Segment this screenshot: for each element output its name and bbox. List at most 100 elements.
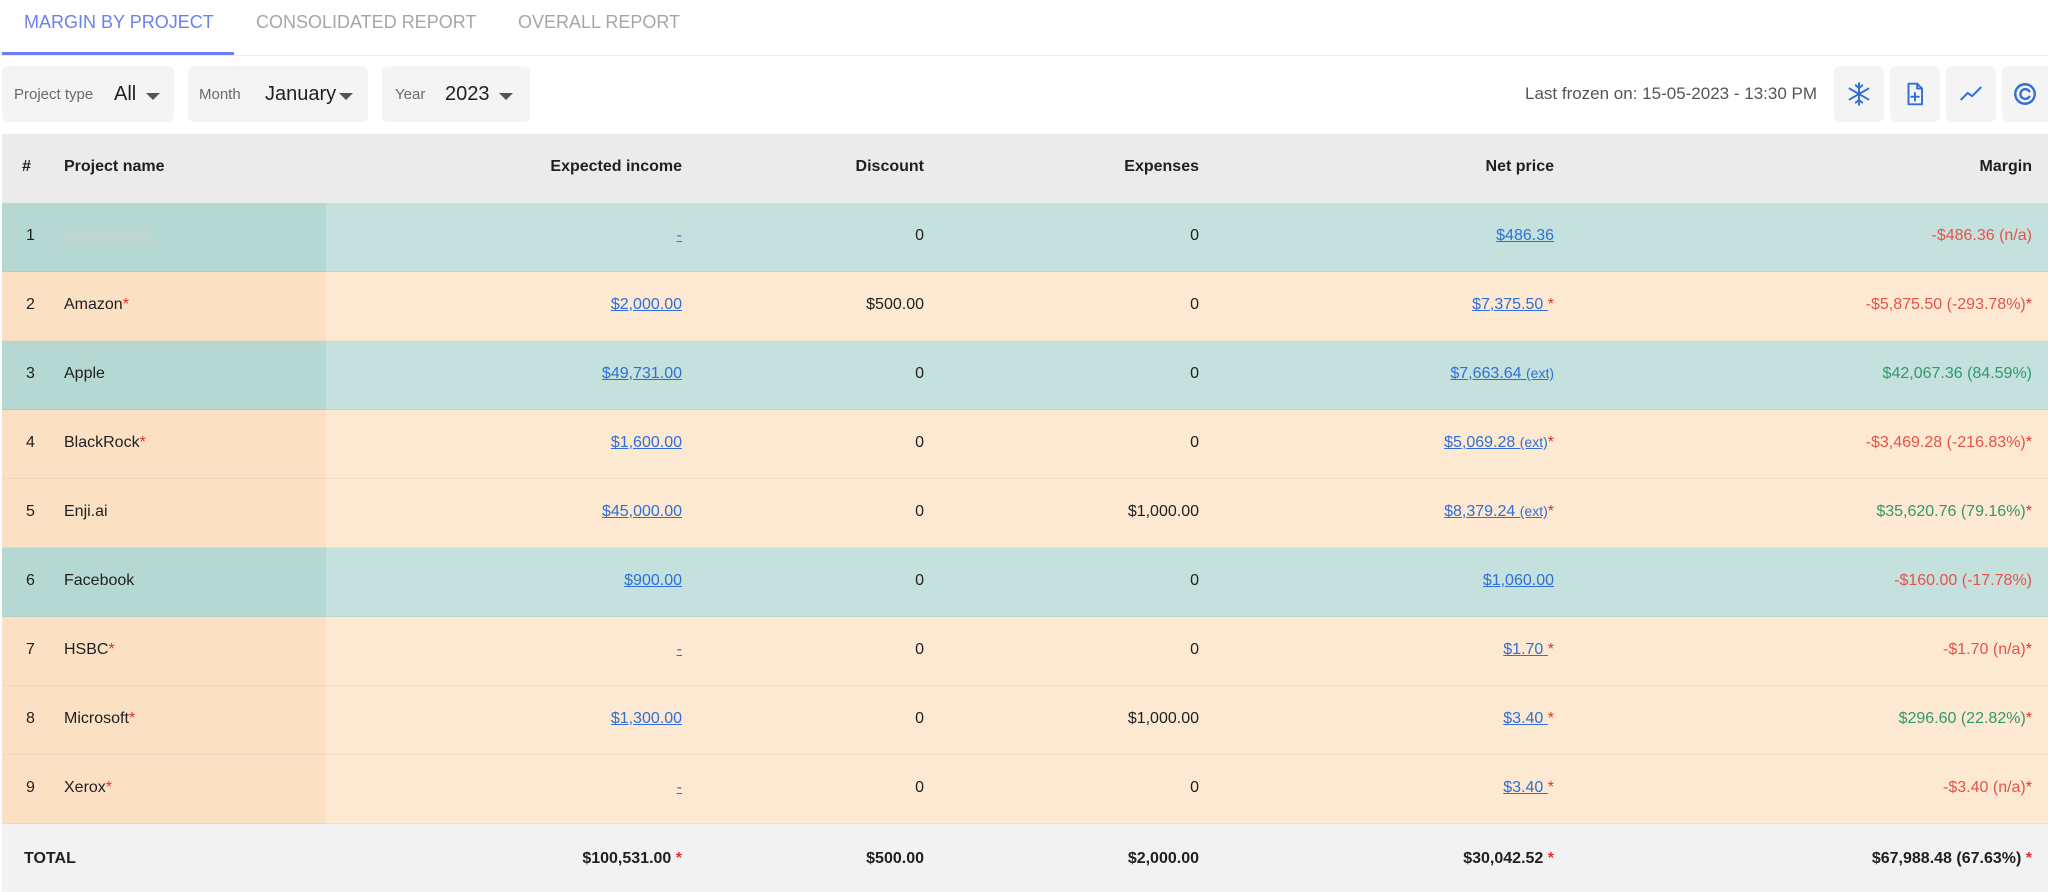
project-name-cell[interactable]: Enji.ai <box>64 503 108 520</box>
table-row[interactable]: 7 HSBC* - 0 0 $1.70 * -$1.70 (n/a)* <box>2 617 2048 686</box>
margin-cell: $35,620.76 (79.16%)* <box>1876 503 2032 520</box>
expenses-cell: 0 <box>1190 434 1199 451</box>
net-price-link[interactable]: $486.36 <box>1496 227 1554 244</box>
table-row[interactable]: 9 Xerox* - 0 0 $3.40 * -$3.40 (n/a)* <box>2 755 2048 824</box>
project-name-cell[interactable]: Apple <box>64 365 105 382</box>
expenses-cell: 0 <box>1190 572 1199 589</box>
row-index-cell: 2 <box>26 296 35 313</box>
chevron-down-icon <box>339 93 353 100</box>
project-name-cell[interactable]: Facebook <box>64 572 135 589</box>
total-discount: $500.00 <box>866 850 924 867</box>
margin-cell: -$1.70 (n/a)* <box>1943 641 2032 658</box>
file-add-icon <box>1907 82 1924 106</box>
row-name-shade <box>2 548 326 617</box>
table-total-row: TOTAL $100,531.00 * $500.00 $2,000.00 $3… <box>2 824 2048 892</box>
table-row[interactable]: 3 Apple $49,731.00 0 0 $7,663.64 (ext) $… <box>2 341 2048 410</box>
column-header-net-price[interactable]: Net price <box>1485 158 1554 175</box>
net-price-link[interactable]: $7,663.64 (ext) <box>1450 365 1554 382</box>
freeze-button[interactable] <box>1834 66 1884 122</box>
year-select[interactable]: Year 2023 <box>382 66 530 122</box>
table-row[interactable]: 5 Enji.ai $45,000.00 0 $1,000.00 $8,379.… <box>2 479 2048 548</box>
discount-cell: $500.00 <box>866 296 924 313</box>
chevron-down-icon <box>499 93 513 100</box>
discount-cell: 0 <box>915 434 924 451</box>
table-row[interactable]: 4 BlackRock* $1,600.00 0 0 $5,069.28 (ex… <box>2 410 2048 479</box>
expected-income-link[interactable]: $45,000.00 <box>601 503 682 520</box>
chart-button[interactable] <box>1946 66 1996 122</box>
expected-income-link[interactable]: - <box>676 779 682 796</box>
expected-income-link[interactable]: $49,731.00 <box>601 365 682 382</box>
table-row[interactable]: 1 - 0 0 $486.36 -$486.36 (n/a) <box>2 203 2048 272</box>
project-name-cell[interactable]: HSBC* <box>64 641 115 658</box>
refresh-button[interactable] <box>2002 66 2048 122</box>
net-price-cell: $5,069.28 (ext)* <box>1444 434 1554 451</box>
row-index-cell: 1 <box>26 227 35 244</box>
project-type-label: Project type <box>14 86 94 103</box>
tab-consolidated-report[interactable]: CONSOLIDATED REPORT <box>256 12 477 32</box>
discount-cell: 0 <box>915 365 924 382</box>
project-name-cell[interactable]: Microsoft* <box>64 710 136 727</box>
table-row[interactable]: 6 Facebook $900.00 0 0 $1,060.00 -$160.0… <box>2 548 2048 617</box>
project-type-select[interactable]: Project type All <box>2 66 174 122</box>
table-row[interactable]: 8 Microsoft* $1,300.00 0 $1,000.00 $3.40… <box>2 686 2048 755</box>
column-header-expected-income[interactable]: Expected income <box>550 158 682 175</box>
expenses-cell: $1,000.00 <box>1127 710 1199 727</box>
row-index-cell: 5 <box>26 503 35 520</box>
expected-income-link[interactable]: - <box>676 641 682 658</box>
export-button[interactable] <box>1890 66 1940 122</box>
row-name-shade <box>2 410 326 479</box>
row-divider <box>2 685 2048 686</box>
discount-cell: 0 <box>915 710 924 727</box>
net-price-link[interactable]: $5,069.28 (ext) <box>1444 434 1548 451</box>
project-name-cell[interactable]: Xerox* <box>64 779 113 796</box>
column-header-discount[interactable]: Discount <box>855 158 924 175</box>
discount-cell: 0 <box>915 779 924 796</box>
margin-cell: -$486.36 (n/a) <box>1931 227 2032 244</box>
net-price-link[interactable]: $3.40 <box>1503 779 1544 796</box>
expenses-cell: $1,000.00 <box>1127 503 1199 520</box>
tab-overall-report[interactable]: OVERALL REPORT <box>518 12 681 32</box>
net-price-cell: $486.36 <box>1496 227 1554 245</box>
row-divider <box>2 271 2048 272</box>
column-header-margin[interactable]: Margin <box>1979 158 2032 175</box>
net-price-cell: $8,379.24 (ext)* <box>1444 503 1554 520</box>
net-price-link[interactable]: $1,060.00 <box>1482 572 1554 589</box>
net-price-cell: $7,663.64 (ext) <box>1450 365 1554 383</box>
month-select[interactable]: Month January <box>188 66 368 122</box>
report-tabs: MARGIN BY PROJECT CONSOLIDATED REPORT OV… <box>0 0 2048 56</box>
expected-income-link[interactable]: - <box>676 227 682 244</box>
net-price-link[interactable]: $1.70 <box>1503 641 1544 658</box>
expected-income-link[interactable]: $900.00 <box>624 572 682 589</box>
tab-margin-by-project[interactable]: MARGIN BY PROJECT <box>24 12 214 32</box>
row-divider <box>2 754 2048 755</box>
trend-chart-icon <box>1960 86 1982 101</box>
net-price-cell: $7,375.50 * <box>1472 296 1554 313</box>
row-index-cell: 7 <box>26 641 35 658</box>
net-price-link[interactable]: $3.40 <box>1503 710 1544 727</box>
column-header-index: # <box>22 158 31 175</box>
project-name-cell[interactable]: BlackRock* <box>64 434 146 451</box>
net-price-link[interactable]: $8,379.24 (ext) <box>1444 503 1548 520</box>
row-name-shade <box>2 203 326 272</box>
margin-cell: -$3.40 (n/a)* <box>1943 779 2032 796</box>
row-divider <box>2 478 2048 479</box>
row-divider <box>2 547 2048 548</box>
expected-income-link[interactable]: $1,600.00 <box>610 434 682 451</box>
year-value: 2023 <box>445 83 490 105</box>
total-margin: $67,988.48 (67.63%) * <box>1871 850 2032 867</box>
expenses-cell: 0 <box>1190 641 1199 658</box>
row-divider <box>2 340 2048 341</box>
expected-income-link[interactable]: $1,300.00 <box>610 710 682 727</box>
month-value: January <box>265 83 337 105</box>
margin-cell: $42,067.36 (84.59%) <box>1882 365 2032 382</box>
discount-cell: 0 <box>915 503 924 520</box>
row-index-cell: 9 <box>26 779 35 796</box>
column-header-expenses[interactable]: Expenses <box>1124 158 1199 175</box>
net-price-link[interactable]: $7,375.50 <box>1472 296 1544 313</box>
column-header-project-name[interactable]: Project name <box>64 158 165 175</box>
row-index-cell: 4 <box>26 434 35 451</box>
table-row[interactable]: 2 Amazon* $2,000.00 $500.00 0 $7,375.50 … <box>2 272 2048 341</box>
margin-cell: -$160.00 (-17.78%) <box>1894 572 2032 589</box>
project-name-cell[interactable]: Amazon* <box>64 296 129 313</box>
expected-income-link[interactable]: $2,000.00 <box>610 296 682 313</box>
